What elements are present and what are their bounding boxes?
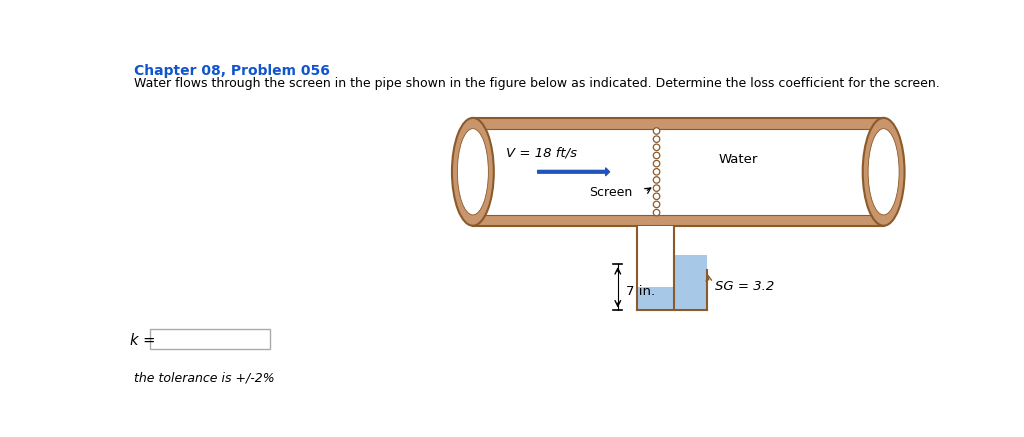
Text: Screen: Screen — [589, 187, 633, 199]
Circle shape — [653, 177, 659, 183]
Text: k =: k = — [130, 333, 155, 348]
Circle shape — [653, 169, 659, 175]
Circle shape — [653, 128, 659, 134]
Ellipse shape — [862, 118, 904, 225]
Bar — [637, 225, 675, 287]
Text: V = 18 ft/s: V = 18 ft/s — [506, 146, 578, 160]
Circle shape — [653, 136, 659, 142]
Circle shape — [653, 144, 659, 150]
Text: SG = 3.2: SG = 3.2 — [716, 281, 775, 293]
Bar — [473, 118, 884, 225]
Text: Water flows through the screen in the pipe shown in the figure below as indicate: Water flows through the screen in the pi… — [134, 77, 940, 90]
Circle shape — [653, 193, 659, 200]
Text: Water: Water — [719, 153, 758, 166]
Circle shape — [653, 209, 659, 216]
Ellipse shape — [868, 128, 899, 215]
Bar — [473, 128, 884, 215]
Ellipse shape — [458, 128, 488, 215]
Circle shape — [653, 185, 659, 191]
Circle shape — [653, 160, 659, 167]
Bar — [675, 255, 707, 287]
Text: the tolerance is +/-2%: the tolerance is +/-2% — [134, 372, 274, 385]
Circle shape — [653, 201, 659, 208]
Text: 7 in.: 7 in. — [626, 285, 654, 298]
Ellipse shape — [452, 118, 494, 225]
Circle shape — [653, 152, 659, 159]
Bar — [150, 329, 270, 349]
Bar — [637, 287, 707, 310]
Text: Chapter 08, Problem 056: Chapter 08, Problem 056 — [134, 64, 330, 78]
